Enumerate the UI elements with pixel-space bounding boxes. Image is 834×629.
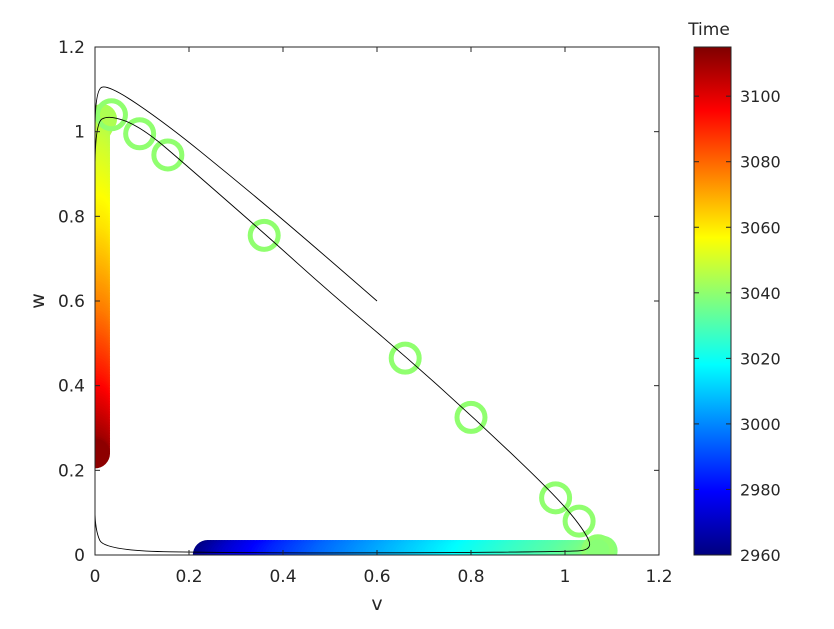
y-tick-label: 0.2 <box>58 461 85 481</box>
x-tick-label: 0.8 <box>457 567 484 587</box>
y-axis-label: w <box>27 293 49 309</box>
y-tick-label: 0.8 <box>58 207 85 227</box>
scatter-markers <box>95 98 618 555</box>
hollow-marker <box>388 341 422 375</box>
hollow-marker <box>247 218 281 252</box>
colorbar-tick-label: 3040 <box>740 284 781 303</box>
hollow-marker <box>123 117 157 151</box>
colorbar-tick-label: 3080 <box>740 153 781 172</box>
y-tick-label: 1 <box>74 123 85 143</box>
hollow-marker <box>581 534 615 555</box>
colorbar-tick-label: 3100 <box>740 87 781 106</box>
colorbar-ticks: 2960 2980 3000 3020 3040 3060 3080 3100 <box>694 87 781 565</box>
x-tick-label: 0.4 <box>269 567 296 587</box>
x-tick-label: 1.2 <box>645 567 672 587</box>
x-tick-label: 0.2 <box>175 567 202 587</box>
y-axis-ticks: 0 0.2 0.4 0.6 0.8 1 1.2 <box>58 38 659 566</box>
x-axis-ticks: 0 0.2 0.4 0.6 0.8 1 1.2 <box>90 47 673 587</box>
x-tick-label: 1 <box>560 567 571 587</box>
colorbar-tick-label: 3060 <box>740 218 781 237</box>
y-tick-label: 0 <box>74 546 85 566</box>
colorbar-title: Time <box>687 20 730 40</box>
hollow-marker <box>95 98 128 132</box>
x-tick-label: 0.6 <box>363 567 390 587</box>
y-tick-label: 0.6 <box>58 292 85 312</box>
colorbar-tick-label: 2980 <box>740 480 781 499</box>
y-tick-label: 1.2 <box>58 38 85 58</box>
filled-marker <box>95 438 110 469</box>
x-axis-label: v <box>371 593 382 615</box>
hollow-marker <box>151 138 185 172</box>
colorbar-tick-label: 3020 <box>740 349 781 368</box>
hollow-marker <box>562 504 596 538</box>
colorbar-tick-label: 2960 <box>740 546 781 565</box>
x-tick-label: 0 <box>90 567 101 587</box>
hollow-marker <box>454 400 488 434</box>
trajectory-line <box>94 86 591 554</box>
colorbar-tick-label: 3000 <box>740 415 781 434</box>
y-tick-label: 0.4 <box>58 377 85 397</box>
colorbar <box>693 46 732 556</box>
hollow-marker <box>539 481 573 515</box>
